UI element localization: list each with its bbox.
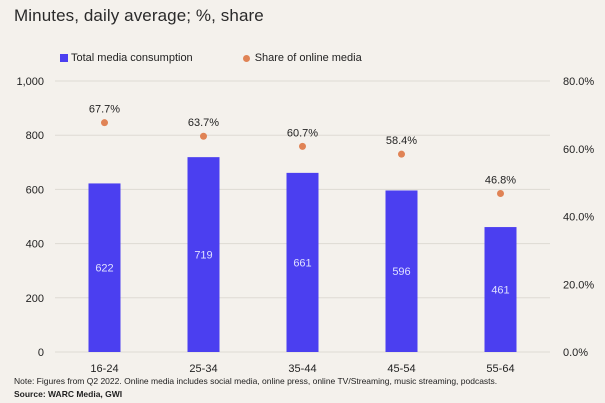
y-left-tick-label: 600: [26, 184, 44, 196]
share-point-label: 63.7%: [188, 117, 219, 129]
bar-value-label: 661: [293, 257, 311, 269]
bar: [187, 157, 220, 352]
bar-value-label: 596: [392, 266, 410, 278]
x-tick-label: 25-34: [189, 363, 217, 375]
y-left-tick-label: 200: [26, 293, 44, 305]
x-tick-label: 35-44: [288, 363, 316, 375]
chart-legend: Total media consumption Share of online …: [60, 52, 412, 64]
chart-note: Note: Figures from Q2 2022. Online media…: [14, 376, 498, 386]
bar-value-label: 719: [194, 250, 212, 262]
share-point-label: 46.8%: [485, 174, 516, 186]
share-point: [200, 132, 207, 140]
y-right-tick-label: 40.0%: [563, 212, 594, 224]
bar: [88, 183, 121, 352]
share-point-label: 58.4%: [386, 135, 417, 147]
bar: [484, 227, 517, 352]
legend-total-label: Total media consumption: [71, 52, 193, 64]
x-tick-label: 55-64: [486, 363, 514, 375]
y-right-tick-label: 0.0%: [563, 347, 588, 359]
share-point-label: 67.7%: [89, 104, 120, 116]
share-point-label: 60.7%: [287, 127, 318, 139]
share-point: [497, 189, 504, 197]
share-point: [101, 119, 108, 127]
legend-share-label: Share of online media: [254, 52, 362, 64]
x-tick-label: 16-24: [90, 363, 118, 375]
y-left-tick-label: 1,000: [16, 76, 44, 88]
legend-bar-swatch-icon: [60, 54, 68, 62]
chart-title: Minutes, daily average; %, share: [14, 6, 264, 25]
chart-source: Source: WARC Media, GWI: [14, 389, 123, 399]
x-tick-label: 45-54: [387, 363, 415, 375]
y-left-tick-label: 400: [26, 239, 44, 251]
y-left-tick-label: 800: [26, 130, 44, 142]
bar-value-label: 461: [491, 285, 509, 297]
y-right-tick-label: 20.0%: [563, 279, 594, 291]
y-left-tick-label: 0: [38, 347, 44, 359]
bar: [286, 172, 319, 352]
legend-item-total: Total media consumption: [60, 52, 193, 64]
legend-dot-swatch-icon: [242, 54, 250, 62]
y-right-tick-label: 80.0%: [563, 76, 594, 88]
y-right-tick-label: 60.0%: [563, 144, 594, 156]
bar: [385, 190, 418, 352]
bar-value-label: 622: [95, 263, 113, 275]
share-point: [398, 150, 405, 158]
share-point: [299, 142, 306, 150]
legend-item-share: Share of online media: [242, 52, 362, 64]
